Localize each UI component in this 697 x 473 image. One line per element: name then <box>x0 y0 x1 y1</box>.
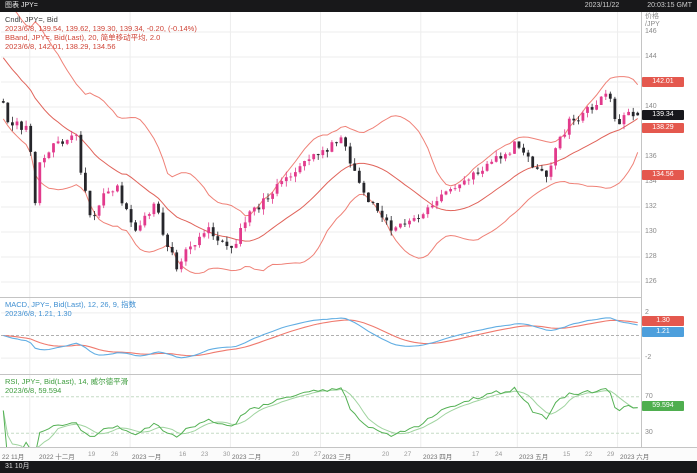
price-axis-unit: /JPY <box>645 21 660 28</box>
macd-line-badge: 1.21 <box>642 327 684 337</box>
price-tick-label: 140 <box>645 103 657 110</box>
timestamp-date: 2023/11/22 <box>584 2 620 9</box>
axis-day-label: 29 <box>607 451 615 458</box>
axis-month-label: 2023 三月 <box>322 454 352 461</box>
axis-month-label: 2023 六月 <box>620 454 650 461</box>
legend-macd-params: MACD, JPY=, Bid(Last), 12, 26, 9, 指数 <box>5 300 137 309</box>
macd-tick-label: 2 <box>645 309 649 316</box>
axis-day-label: 17 <box>472 451 480 458</box>
price-tick-label: 128 <box>645 253 657 260</box>
axis-month-label: 2023 五月 <box>519 454 549 461</box>
axis-month-label: 2022 十二月 <box>39 454 75 461</box>
legend-bband-values: 2023/6/8, 142.01, 138.29, 134.56 <box>5 42 116 51</box>
macd-legend: MACD, JPY=, Bid(Last), 12, 26, 9, 指数 202… <box>5 300 136 318</box>
axis-day-label: 26 <box>111 451 119 458</box>
axis-month-label: 22 11月 <box>2 454 25 461</box>
axis-day-label: 24 <box>495 451 503 458</box>
price-tick-label: 136 <box>645 153 657 160</box>
price-axis-title: 价格 <box>645 13 659 20</box>
price-tick-label: 132 <box>645 203 657 210</box>
price-tick-label: 134 <box>645 178 657 185</box>
axis-month-label: 2023 四月 <box>423 454 453 461</box>
main-chart-legend: Cndl, JPY=, Bid 2023/6/8, 139.54, 139.62… <box>5 15 197 51</box>
time-axis[interactable]: 22 11月 2022 十二月 19 26 2023 一月 16 23 30 2023 二月 20… <box>0 447 697 461</box>
window-title: 图表 JPY= <box>5 2 38 9</box>
legend-rsi-params: RSI, JPY=, Bid(Last), 14, 威尔德平滑 <box>5 377 129 386</box>
titlebar-timestamps: 2023/11/22 20:03:15 GMT <box>585 0 692 12</box>
axis-day-label: 23 <box>201 451 209 458</box>
range-start-label: 31 10月 <box>5 463 30 470</box>
legend-bband-params: BBand, JPY=, Bid(Last), 20, 简单移动平均, 2.0 <box>5 33 161 42</box>
price-tick-label: 130 <box>645 228 657 235</box>
bottom-range-bar[interactable]: 31 10月 <box>0 461 697 473</box>
rsi-level-label: 30 <box>645 429 653 436</box>
axis-day-label: 30 <box>223 451 231 458</box>
axis-day-label: 15 <box>563 451 571 458</box>
axis-day-label: 20 <box>292 451 300 458</box>
legend-macd-values: 2023/6/8, 1.21, 1.30 <box>5 309 72 318</box>
axis-day-label: 16 <box>179 451 187 458</box>
price-tick-label: 146 <box>645 28 657 35</box>
axis-day-label: 20 <box>382 451 390 458</box>
legend-ohlc-values: 2023/6/8, 139.54, 139.62, 139.30, 139.34… <box>5 24 197 33</box>
upper-band-badge: 142.01 <box>642 77 684 87</box>
legend-rsi-values: 2023/6/8, 59.594 <box>5 386 62 395</box>
mid-band-badge: 138.29 <box>642 123 684 133</box>
timestamp-time: 20:03:15 GMT <box>647 2 692 9</box>
axis-month-label: 2023 一月 <box>132 454 162 461</box>
price-tick-label: 126 <box>645 278 657 285</box>
rsi-value-badge: 59.594 <box>642 401 684 411</box>
axis-day-label: 27 <box>314 451 322 458</box>
legend-instrument: Cndl, JPY=, Bid <box>5 15 58 24</box>
axis-day-label: 22 <box>585 451 593 458</box>
titlebar: 图表 JPY= 2023/11/22 20:03:15 GMT <box>0 0 697 12</box>
rsi-level-label: 70 <box>645 393 653 400</box>
macd-signal-badge: 1.30 <box>642 316 684 326</box>
last-price-badge: 139.34 <box>642 110 684 120</box>
rsi-legend: RSI, JPY=, Bid(Last), 14, 威尔德平滑 2023/6/8… <box>5 377 128 395</box>
axis-month-label: 2023 二月 <box>232 454 262 461</box>
axis-day-label: 27 <box>404 451 412 458</box>
macd-tick-label: -2 <box>645 354 652 361</box>
axis-day-label: 19 <box>88 451 96 458</box>
price-tick-label: 144 <box>645 53 657 60</box>
lower-band-badge: 134.56 <box>642 170 684 180</box>
